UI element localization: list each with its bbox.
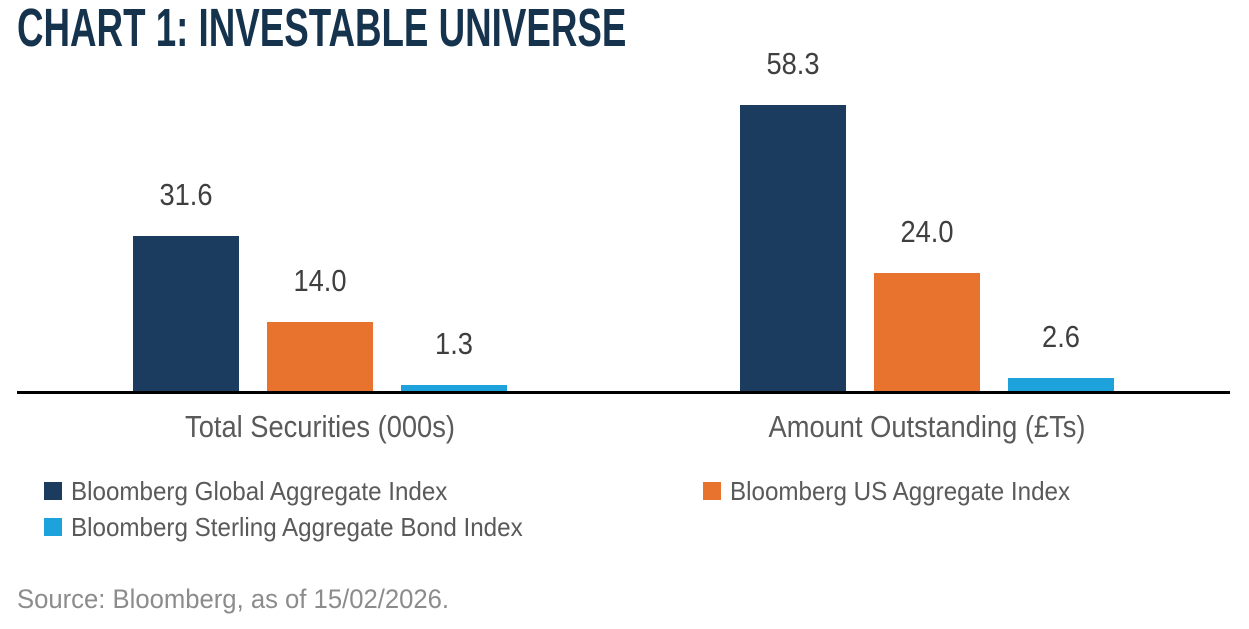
- legend-swatch-navy-icon: [44, 482, 62, 500]
- x-axis-line: [17, 391, 1230, 394]
- bar-bloomberg-us-aggregate-index: [267, 322, 373, 391]
- legend-item-sterling-aggregate: Bloomberg Sterling Aggregate Bond Index: [44, 512, 557, 543]
- bar-bloomberg-sterling-aggregate-bond-index: [1008, 378, 1114, 391]
- bar-bloomberg-global-aggregate-index: [740, 105, 846, 391]
- bar-bloomberg-global-aggregate-index: [133, 236, 239, 391]
- bar-bloomberg-sterling-aggregate-bond-index: [401, 385, 507, 391]
- bar-value-label: 31.6: [159, 177, 213, 212]
- bar-value-label: 2.6: [1042, 319, 1080, 354]
- legend-item-us-aggregate: Bloomberg US Aggregate Index: [703, 476, 1096, 507]
- category-label-amount-outstanding: Amount Outstanding (£Ts): [768, 409, 1086, 444]
- legend-swatch-lightblue-icon: [44, 518, 62, 536]
- legend-label-us-aggregate: Bloomberg US Aggregate Index: [730, 476, 1071, 506]
- source-note: Source: Bloomberg, as of 15/02/2026.: [17, 584, 450, 614]
- legend-label-global-aggregate: Bloomberg Global Aggregate Index: [71, 476, 448, 506]
- legend-item-global-aggregate: Bloomberg Global Aggregate Index: [44, 476, 476, 507]
- legend-label-sterling-aggregate: Bloomberg Sterling Aggregate Bond Index: [71, 512, 523, 542]
- category-label-total-securities: Total Securities (000s): [185, 409, 455, 444]
- chart-area: Total Securities (000s) Amount Outstandi…: [17, 46, 1230, 444]
- bar-value-label: 24.0: [900, 214, 954, 249]
- bar-bloomberg-us-aggregate-index: [874, 273, 980, 391]
- bar-value-label: 14.0: [293, 263, 347, 298]
- bar-value-label: 58.3: [766, 46, 820, 81]
- legend-swatch-orange-icon: [703, 482, 721, 500]
- bar-value-label: 1.3: [435, 326, 473, 361]
- chart-title: CHART 1: INVESTABLE UNIVERSE: [17, 0, 627, 58]
